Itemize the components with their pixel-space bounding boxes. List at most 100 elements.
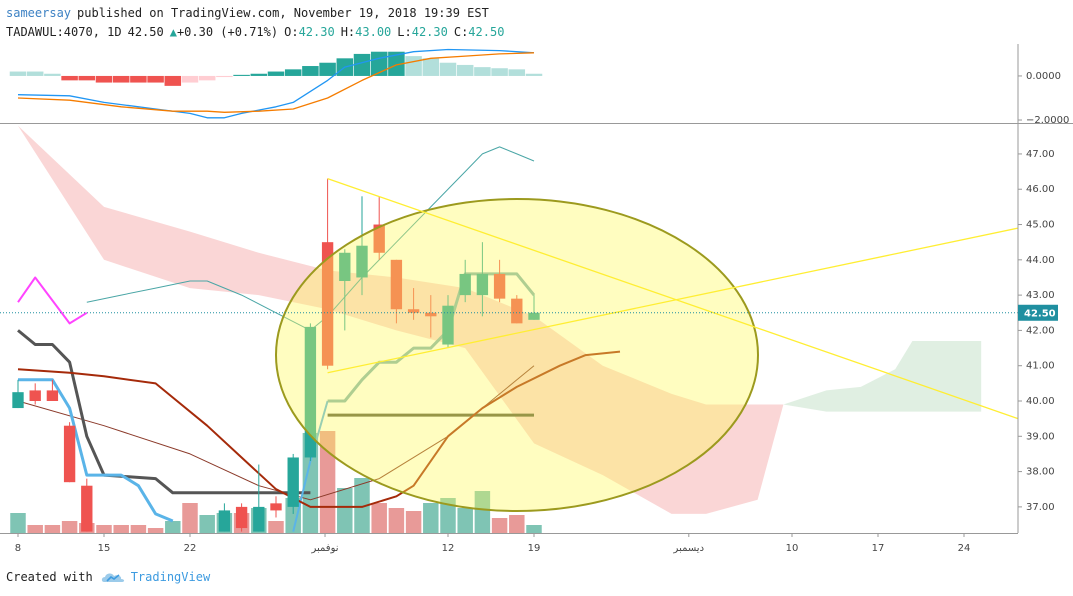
histogram-bar bbox=[78, 75, 96, 81]
volume-bar bbox=[457, 508, 473, 533]
ohlc-key: O: bbox=[284, 25, 299, 39]
trend-line bbox=[327, 177, 1018, 420]
y-tick-label: 0.0000 bbox=[1026, 71, 1061, 82]
volume-bar bbox=[405, 511, 422, 533]
cloud bbox=[783, 341, 982, 412]
x-tick-label: ديسمبر bbox=[673, 543, 704, 554]
author[interactable]: sameersay bbox=[6, 6, 72, 20]
histogram-bar bbox=[302, 66, 319, 76]
candle-body bbox=[287, 457, 299, 507]
volume-bar bbox=[302, 433, 319, 533]
volume-bar bbox=[147, 528, 164, 533]
x-tick-label: 10 bbox=[786, 543, 799, 554]
histogram-bar bbox=[164, 75, 182, 86]
histogram-bar bbox=[405, 56, 422, 76]
footer-text: Created with bbox=[6, 570, 93, 584]
candle-body bbox=[81, 485, 93, 532]
histogram-bar bbox=[147, 75, 164, 83]
candle-body bbox=[425, 312, 437, 317]
arrow: ▲ bbox=[169, 25, 177, 39]
y-tick-label: 46.00 bbox=[1026, 184, 1055, 195]
macd-pane bbox=[9, 48, 543, 119]
footer-brand[interactable]: TradingView bbox=[130, 570, 211, 584]
ohlc-value: 42.30 bbox=[298, 25, 335, 39]
candle-body bbox=[321, 242, 334, 366]
axes: 0.0000 −2.0000 37.00 38.00 39.00 40.00 41.00 42… bbox=[0, 44, 1073, 554]
candle-body bbox=[235, 506, 248, 529]
volume-bar bbox=[354, 478, 370, 533]
histogram-bar bbox=[26, 71, 44, 76]
header-line-1: sameersay published on TradingView.com, N… bbox=[6, 4, 510, 23]
volume-bar bbox=[10, 513, 26, 533]
ellipse-drawing bbox=[275, 198, 759, 512]
volume-bar bbox=[474, 491, 491, 533]
candle-body bbox=[63, 425, 76, 483]
x-tick-label: 12 bbox=[442, 543, 455, 554]
histogram-bar bbox=[95, 75, 113, 83]
ohlc: O:42.30 H:43.00 L:42.30 C:42.50 bbox=[284, 25, 510, 39]
y-tick-label: 44.00 bbox=[1026, 255, 1055, 266]
histogram-bar bbox=[456, 64, 474, 76]
histogram-bar bbox=[388, 51, 405, 76]
x-tick-label: 15 bbox=[98, 543, 111, 554]
histogram-bar bbox=[284, 69, 302, 76]
x-tick-label: نوفمبر bbox=[310, 543, 338, 554]
volume-bar bbox=[423, 503, 439, 533]
ohlc-value: 43.00 bbox=[355, 25, 392, 39]
histogram-bar bbox=[353, 53, 371, 76]
ohlc-key: C: bbox=[453, 25, 469, 39]
candle-body bbox=[46, 390, 59, 401]
ohlc-value: 42.50 bbox=[468, 25, 505, 39]
histogram-bar bbox=[319, 62, 336, 76]
price: 42.50 bbox=[127, 25, 164, 39]
y-tick-label: 37.00 bbox=[1026, 502, 1055, 513]
indicator-line bbox=[17, 276, 88, 325]
candle-body bbox=[373, 224, 385, 253]
candle-body bbox=[407, 309, 420, 313]
candle-body bbox=[218, 510, 231, 532]
histogram-bar bbox=[233, 74, 250, 76]
candle-body bbox=[493, 273, 506, 299]
volume-bar bbox=[491, 518, 508, 533]
histogram-bar bbox=[439, 62, 457, 76]
candle-body bbox=[528, 312, 540, 320]
x-tick-label: 19 bbox=[528, 543, 541, 554]
candle-body bbox=[390, 259, 403, 310]
candle-body bbox=[253, 506, 265, 532]
candle-body bbox=[304, 326, 317, 458]
trend-line bbox=[327, 227, 1018, 374]
x-tick-label: 24 bbox=[958, 543, 971, 554]
candle-body bbox=[270, 503, 282, 511]
y-tick-label: 45.00 bbox=[1026, 220, 1055, 231]
volume-bar bbox=[509, 515, 525, 533]
candle-body bbox=[29, 390, 41, 401]
ohlc-key: H: bbox=[340, 25, 356, 39]
y-tick-label: 42.00 bbox=[1026, 325, 1055, 336]
indicator-line bbox=[17, 329, 311, 495]
header-line-2: TADAWUL:4070, 1D 42.50 ▲+0.30 (+0.71%) O:42… bbox=[6, 23, 510, 42]
candle-body bbox=[442, 305, 454, 345]
volume-bar bbox=[388, 508, 405, 533]
x-tick-label: 17 bbox=[872, 543, 885, 554]
indicator-line bbox=[17, 48, 535, 119]
candle-body bbox=[12, 392, 24, 409]
change: +0.30 (+0.71%) bbox=[176, 25, 279, 39]
y-tick-label: 41.00 bbox=[1026, 361, 1055, 372]
histogram-bar bbox=[9, 71, 27, 76]
candle-body bbox=[356, 245, 368, 278]
histogram-bar bbox=[44, 73, 61, 76]
volume-bar bbox=[182, 503, 198, 533]
ohlc-value: 42.30 bbox=[411, 25, 448, 39]
candle-body bbox=[476, 273, 489, 296]
histogram-bar bbox=[508, 69, 526, 76]
ohlc-key: L: bbox=[397, 25, 412, 39]
volume-bar bbox=[44, 525, 61, 533]
volume-bar bbox=[526, 525, 542, 533]
histogram-bar bbox=[267, 71, 285, 76]
candle-body bbox=[511, 298, 523, 324]
last-price-label: 42.50 bbox=[1024, 308, 1056, 319]
volume-bar bbox=[268, 521, 284, 533]
histogram-bar bbox=[112, 75, 130, 83]
y-tick-label: 40.00 bbox=[1026, 396, 1055, 407]
volume-bar bbox=[96, 525, 112, 533]
